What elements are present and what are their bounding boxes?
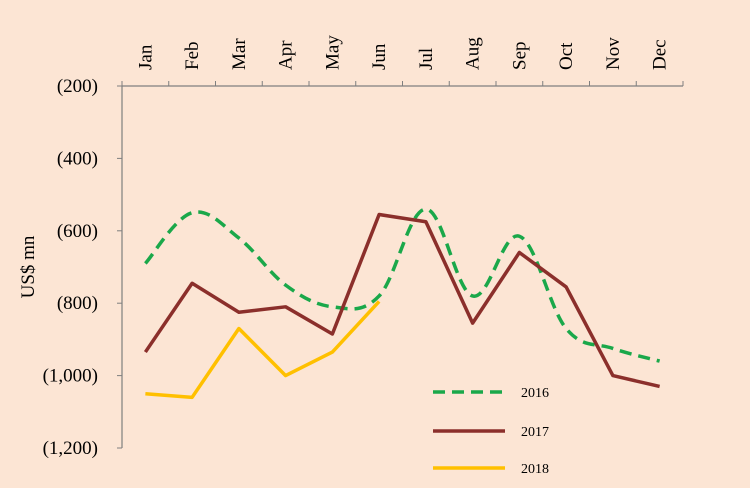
x-tick-label: Oct xyxy=(556,42,577,70)
y-axis-label: US$ mn xyxy=(18,235,39,298)
legend: 2016 2017 2018 xyxy=(433,386,549,477)
axes xyxy=(117,81,684,449)
x-tick-label: Jun xyxy=(369,43,390,70)
legend-label-2016: 2016 xyxy=(521,386,549,401)
x-tick-label: Apr xyxy=(276,40,297,70)
y-tick-label: (200) xyxy=(57,76,98,97)
x-tick-labels: Jan Feb Mar Apr May Jun Jul Aug Sep Oct Nov Dec xyxy=(135,35,670,70)
x-tick-label: Nov xyxy=(603,37,624,70)
series-line-2018 xyxy=(145,300,381,400)
series-line-2016 xyxy=(144,207,661,363)
series-line-2017 xyxy=(143,212,661,389)
x-tick-label: Jan xyxy=(135,44,156,70)
x-tick-label: Dec xyxy=(650,39,671,70)
x-tick-label: May xyxy=(322,35,343,70)
series-lines xyxy=(143,207,661,400)
x-tick-label: Feb xyxy=(182,42,203,71)
y-tick-label: (400) xyxy=(57,148,98,169)
y-tick-label: (1,000) xyxy=(43,366,98,387)
legend-label-2018: 2018 xyxy=(521,462,549,477)
y-tick-labels: (200) (400) (600) (800) (1,000) (1,200) xyxy=(43,76,98,459)
x-tick-label: Mar xyxy=(229,38,250,70)
x-tick-label: Jul xyxy=(416,48,437,70)
y-tick-label: (600) xyxy=(57,221,98,242)
x-tick-label: Aug xyxy=(463,37,484,70)
legend-label-2017: 2017 xyxy=(521,425,549,440)
y-tick-label: (1,200) xyxy=(43,438,98,459)
y-tick-label: (800) xyxy=(57,293,98,314)
x-tick-label: Sep xyxy=(509,42,530,71)
